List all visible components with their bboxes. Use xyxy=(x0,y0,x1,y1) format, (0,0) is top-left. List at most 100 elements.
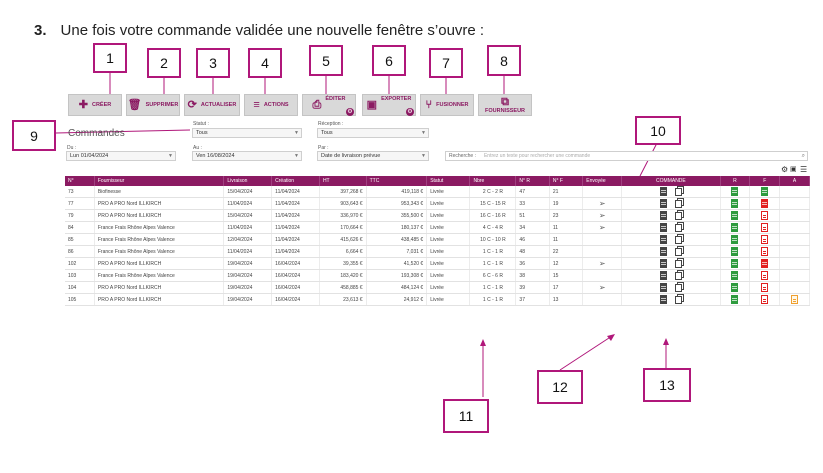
col-header-delivery[interactable]: Livraison xyxy=(223,176,273,186)
row-order-actions xyxy=(621,186,721,198)
order-document-icon[interactable] xyxy=(659,259,667,268)
reception-document-icon[interactable] xyxy=(731,271,739,280)
duplicate-order-icon[interactable] xyxy=(674,259,682,268)
duplicate-order-icon[interactable] xyxy=(674,247,682,256)
col-header-supplier[interactable]: Fournisseur xyxy=(94,176,225,186)
invoice-document-icon[interactable] xyxy=(761,235,769,244)
merge-button[interactable]: ⑂ FUSIONNER xyxy=(420,94,474,116)
table-row[interactable]: 102 PRO A PRO Nord ILLKIRCH 19/04/2024 16/0… xyxy=(65,257,810,270)
duplicate-order-icon[interactable] xyxy=(674,223,682,232)
table-row[interactable]: 84 France Frais Rhône Alpes Valence 11/04/… xyxy=(65,221,810,234)
trash-icon: 🗑 xyxy=(127,98,142,111)
col-header-status[interactable]: Statut xyxy=(426,176,471,186)
status-select[interactable]: Tous ▼ xyxy=(192,128,302,138)
order-document-icon[interactable] xyxy=(659,187,667,196)
row-credit xyxy=(779,197,810,210)
list-view-icon[interactable]: ☰ xyxy=(800,165,808,174)
table-row[interactable]: 77 PRO A PRO Nord ILLKIRCH 11/04/2024 11/04… xyxy=(65,197,810,210)
export-gear-icon[interactable]: ⚙ xyxy=(406,108,414,116)
col-header-creation[interactable]: Création xyxy=(271,176,320,186)
reception-document-icon[interactable] xyxy=(731,235,739,244)
table-row[interactable]: 105 PRO A PRO Nord ILLKIRCH 19/04/2024 16/0… xyxy=(65,293,810,306)
export-button[interactable]: ▣ EXPORTER xyxy=(362,94,416,116)
row-sent xyxy=(582,293,623,306)
duplicate-order-icon[interactable] xyxy=(674,283,682,292)
order-document-icon[interactable] xyxy=(659,223,667,232)
row-credit xyxy=(779,233,810,246)
col-header-f[interactable]: F xyxy=(749,176,781,186)
invoice-document-icon[interactable] xyxy=(761,187,769,196)
delete-button[interactable]: 🗑 SUPPRIMER xyxy=(126,94,180,116)
reception-select[interactable]: Tous ▼ xyxy=(317,128,429,138)
invoice-document-icon[interactable] xyxy=(761,223,769,232)
order-document-icon[interactable] xyxy=(659,247,667,256)
refresh-button[interactable]: ⟳ ACTUALISER xyxy=(184,94,240,116)
col-header-nr[interactable]: N° R xyxy=(515,176,550,186)
to-date-field[interactable]: Ven 16/08/2024 ▼ xyxy=(192,151,302,161)
duplicate-order-icon[interactable] xyxy=(674,199,682,208)
table-row[interactable]: 85 France Frais Rhône Alpes Valence 12/04/… xyxy=(65,233,810,246)
instruction-label: Une fois votre commande validée une nouv… xyxy=(60,22,485,39)
table-row[interactable]: 86 France Frais Rhône Alpes Valence 11/04/… xyxy=(65,245,810,258)
from-date-value: Lun 01/04/2024 xyxy=(70,153,109,159)
settings-icon[interactable]: ⚙ xyxy=(781,165,789,174)
order-document-icon[interactable] xyxy=(659,271,667,280)
credit-note-document-icon[interactable] xyxy=(791,295,799,304)
col-header-ht[interactable]: HT xyxy=(319,176,367,186)
row-ht: 336,970 € xyxy=(319,209,367,222)
row-credit xyxy=(779,257,810,270)
duplicate-order-icon[interactable] xyxy=(674,295,682,304)
save-icon[interactable]: ▣ xyxy=(790,166,797,173)
invoice-document-icon[interactable] xyxy=(761,247,769,256)
invoice-document-icon[interactable] xyxy=(761,271,769,280)
supplier-button[interactable]: ⧉ FOURNISSEUR xyxy=(478,94,532,116)
duplicate-order-icon[interactable] xyxy=(674,211,682,220)
actions-button[interactable]: ≡ ACTIONS xyxy=(244,94,298,116)
order-document-icon[interactable] xyxy=(659,283,667,292)
edit-gear-icon[interactable]: ⚙ xyxy=(346,108,354,116)
col-header-number[interactable]: N° xyxy=(65,176,95,186)
reception-document-icon[interactable] xyxy=(731,295,739,304)
order-document-icon[interactable] xyxy=(659,235,667,244)
invoice-document-icon[interactable] xyxy=(761,283,769,292)
edit-button[interactable]: ⎙ ÉDITER xyxy=(302,94,356,116)
col-header-count[interactable]: Nbre xyxy=(469,176,517,186)
table-row[interactable]: 79 PRO A PRO Nord ILLKIRCH 15/04/2024 11/04… xyxy=(65,209,810,222)
col-header-ttc[interactable]: TTC xyxy=(366,176,428,186)
reception-document-icon[interactable] xyxy=(731,247,739,256)
row-nf: 22 xyxy=(549,245,584,258)
reception-document-icon[interactable] xyxy=(731,223,739,232)
reception-document-icon[interactable] xyxy=(731,211,739,220)
row-order-actions xyxy=(621,245,721,258)
order-document-icon[interactable] xyxy=(659,295,667,304)
search-icon[interactable]: ⌕ xyxy=(801,153,805,159)
invoice-document-icon[interactable] xyxy=(761,211,769,220)
col-header-r[interactable]: R xyxy=(720,176,751,186)
order-document-icon[interactable] xyxy=(659,211,667,220)
reception-document-icon[interactable] xyxy=(731,283,739,292)
reception-document-icon[interactable] xyxy=(731,199,739,208)
invoice-document-icon[interactable] xyxy=(761,199,769,208)
duplicate-order-icon[interactable] xyxy=(674,271,682,280)
reception-document-icon[interactable] xyxy=(731,259,739,268)
create-button[interactable]: ✚ CRÉER xyxy=(68,94,122,116)
reception-document-icon[interactable] xyxy=(731,187,739,196)
duplicate-order-icon[interactable] xyxy=(674,187,682,196)
table-row[interactable]: 104 PRO A PRO Nord ILLKIRCH 19/04/2024 16/0… xyxy=(65,281,810,294)
row-supplier: PRO A PRO Nord ILLKIRCH xyxy=(94,209,225,222)
invoice-document-icon[interactable] xyxy=(761,259,769,268)
col-header-order[interactable]: COMMANDE xyxy=(621,176,721,186)
duplicate-order-icon[interactable] xyxy=(674,235,682,244)
search-input[interactable]: Recherche : Entrez un texte pour recherch… xyxy=(445,151,808,161)
copy-icon: ⧉ xyxy=(501,95,509,108)
by-select[interactable]: Date de livraison prévue ▼ xyxy=(317,151,429,161)
col-header-sent[interactable]: Envoyée xyxy=(582,176,623,186)
col-header-nf[interactable]: N° F xyxy=(549,176,584,186)
table-row[interactable]: 103 France Frais Rhône Alpes Valence 19/04… xyxy=(65,269,810,282)
table-row[interactable]: 73 Biofinesse 15/04/2024 11/04/2024 397,268 … xyxy=(65,186,810,198)
callout-9: 9 xyxy=(12,120,56,151)
order-document-icon[interactable] xyxy=(659,199,667,208)
col-header-a[interactable]: A xyxy=(779,176,810,186)
from-date-field[interactable]: Lun 01/04/2024 ▼ xyxy=(66,151,176,161)
invoice-document-icon[interactable] xyxy=(761,295,769,304)
